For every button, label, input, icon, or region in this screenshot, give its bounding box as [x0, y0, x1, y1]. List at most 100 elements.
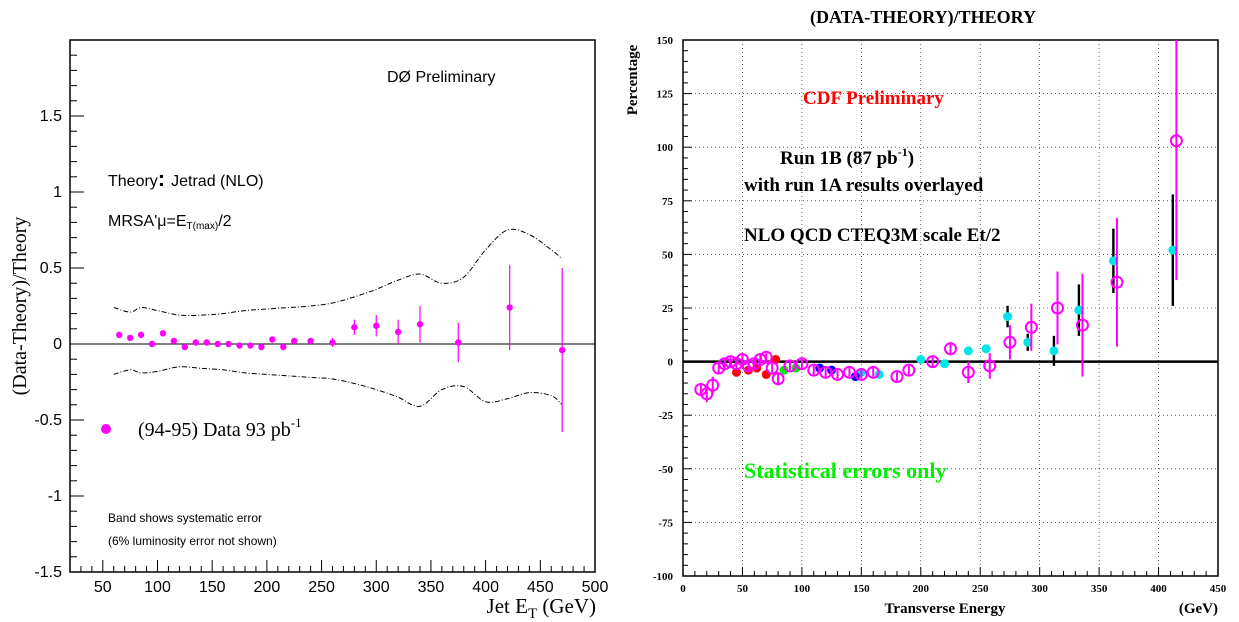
left-data-point — [558, 346, 566, 354]
overlay-note: with run 1A results overlayed — [744, 175, 984, 196]
right-data-series — [694, 40, 1183, 403]
left-data-point — [394, 328, 402, 336]
left-data-point — [280, 343, 287, 351]
left-x-tick-label: 450 — [527, 579, 554, 596]
left-data-point — [137, 331, 145, 339]
left-data-point — [170, 337, 178, 345]
right-data-point-open — [807, 363, 821, 377]
right-data-point-open — [706, 378, 720, 392]
left-x-tick-label: 400 — [472, 579, 499, 596]
left-data-point — [236, 342, 243, 349]
right-x-tick-label: 400 — [1150, 583, 1167, 595]
right-data-point-open — [926, 355, 940, 369]
right-data-point-open — [854, 367, 868, 381]
band-upper-edge — [113, 228, 563, 317]
statistical-errors-note: Statistical errors only — [744, 458, 946, 483]
left-x-tick-label: 100 — [144, 579, 171, 596]
left-x-tick-label: 50 — [94, 579, 112, 596]
cdf-preliminary-label: CDF Preliminary — [803, 88, 944, 109]
right-y-tick-label: 50 — [662, 249, 674, 261]
left-data-point — [203, 339, 210, 346]
right-x-tick-label: 250 — [972, 583, 989, 595]
right-data-point-open — [771, 372, 785, 386]
right-data-point-filled — [1168, 245, 1178, 255]
nlo-qcd-note: NLO QCD CTEQ3M scale Et/2 — [744, 225, 1001, 246]
right-chart-title: (DATA-THEORY)/THEORY — [810, 7, 1036, 28]
left-y-tick-label: -1 — [48, 488, 62, 505]
right-data-point-open — [1003, 335, 1017, 349]
left-data-point — [214, 340, 221, 348]
right-data-point-open — [983, 359, 997, 373]
right-chart: (DATA-THEORY)/THEORY 0 50 100 150 200 250 300 3… — [625, 7, 1227, 617]
right-x-tick-label: 350 — [1091, 583, 1108, 595]
right-data-point-open — [1169, 134, 1183, 148]
left-x-tick-label: 300 — [363, 579, 390, 596]
right-x-tick-label: 300 — [1031, 583, 1048, 595]
left-data-point — [455, 339, 462, 346]
left-data-point — [116, 331, 123, 339]
band-lower-edge — [113, 366, 563, 407]
theory-label: Theory: Jetrad (NLO) — [108, 166, 264, 191]
right-data-point-open — [759, 350, 773, 364]
right-data-point-open — [890, 370, 904, 384]
right-data-point-open — [765, 361, 779, 375]
mrsa-label: MRSA'μ=ET(max)/2 — [108, 213, 232, 232]
left-data-point — [258, 343, 265, 351]
left-y-axis: -1.5 -1 -0.5 0 0.5 1 1.5 — [34, 54, 84, 581]
right-data-point-open — [866, 365, 880, 379]
right-data-point-open — [1024, 320, 1038, 334]
left-y-tick-label: 0.5 — [40, 260, 62, 277]
left-y-tick-label: 1.5 — [40, 108, 62, 125]
right-y-tick-label: -75 — [658, 517, 673, 529]
left-x-tick-label: 350 — [418, 579, 445, 596]
left-data-point — [351, 324, 358, 331]
left-plot-frame — [69, 39, 596, 573]
right-x-tick-label: 50 — [737, 583, 749, 595]
right-data-point-open — [842, 365, 856, 379]
right-data-point-filled — [1108, 256, 1118, 266]
legend-label: (94-95) Data 93 pb-1 — [138, 415, 302, 441]
right-x-axis-unit: (GeV) — [1179, 601, 1218, 617]
left-x-tick-label: 200 — [254, 579, 281, 596]
left-data-point — [181, 343, 189, 351]
left-x-tick-label: 500 — [582, 579, 609, 596]
right-data-point-open — [961, 365, 975, 379]
right-data-point-filled — [981, 344, 991, 354]
run-1b-label: Run 1B (87 pb-1) — [780, 145, 914, 169]
right-y-tick-label: 150 — [657, 35, 674, 47]
right-grid — [683, 40, 1218, 576]
right-x-tick-label: 100 — [794, 583, 811, 595]
right-data-point-open — [1051, 301, 1064, 315]
right-y-tick-label: 100 — [657, 142, 674, 154]
right-x-tick-label: 0 — [680, 583, 686, 595]
left-x-tick-label: 150 — [199, 579, 226, 596]
left-data-point — [269, 336, 276, 343]
right-y-tick-label: 125 — [657, 89, 674, 101]
left-data-point — [307, 337, 314, 345]
right-data-point-filled — [732, 367, 741, 377]
left-data-point — [148, 340, 156, 348]
left-data-point — [159, 330, 167, 337]
right-x-axis: 0 50 100 150 200 250 300 350 400 450 — [680, 567, 1227, 595]
right-y-tick-label: 75 — [662, 196, 674, 208]
right-y-axis: -100 -75 -50 -25 0 25 50 75 100 125 150 — [653, 35, 692, 583]
right-data-point-open — [944, 342, 957, 356]
right-data-point-open — [1075, 318, 1089, 332]
right-y-tick-label: -100 — [653, 571, 674, 583]
right-data-point-filled — [963, 346, 973, 356]
right-data-point-open — [819, 365, 833, 379]
left-chart: 50 100 150 200 250 300 350 400 450 500 -1.5 -1 -0.5… — [9, 39, 609, 622]
left-x-axis-label: Jet ET (GeV) — [487, 594, 596, 622]
right-data-point-filled — [1049, 346, 1059, 356]
left-x-axis: 50 100 150 200 250 300 350 400 450 500 — [80, 560, 609, 596]
right-data-point-filled — [1023, 337, 1033, 347]
right-data-point-filled — [779, 365, 789, 375]
right-x-tick-label: 200 — [913, 583, 930, 595]
left-data-point — [291, 337, 298, 345]
left-data-point — [225, 340, 232, 348]
left-y-tick-label: -0.5 — [34, 412, 62, 429]
band-note-line-1: Band shows systematic error — [108, 511, 262, 525]
band-note-line-2: (6% luminosity error not shown) — [108, 534, 277, 548]
right-data-point-open — [1110, 275, 1124, 289]
